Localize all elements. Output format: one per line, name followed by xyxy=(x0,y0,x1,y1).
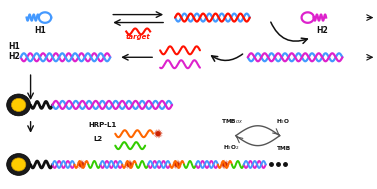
Text: TMB: TMB xyxy=(277,146,291,151)
Ellipse shape xyxy=(7,154,31,175)
Polygon shape xyxy=(220,160,230,170)
Ellipse shape xyxy=(11,158,26,171)
Text: L2: L2 xyxy=(93,136,103,142)
Polygon shape xyxy=(77,160,86,170)
Text: H$_2$O: H$_2$O xyxy=(276,117,291,126)
Text: target: target xyxy=(126,34,150,40)
Text: H1: H1 xyxy=(35,26,46,36)
Text: H$_2$O$_2$: H$_2$O$_2$ xyxy=(223,144,241,153)
Text: H1: H1 xyxy=(9,42,20,51)
Polygon shape xyxy=(153,129,163,139)
Ellipse shape xyxy=(7,94,31,116)
Polygon shape xyxy=(172,160,182,170)
Text: HRP-L1: HRP-L1 xyxy=(88,122,116,128)
Ellipse shape xyxy=(11,98,26,112)
Text: TMB$_{OX}$: TMB$_{OX}$ xyxy=(221,117,243,126)
Text: H2: H2 xyxy=(9,52,20,61)
Text: H2: H2 xyxy=(317,26,328,36)
Polygon shape xyxy=(124,160,134,170)
